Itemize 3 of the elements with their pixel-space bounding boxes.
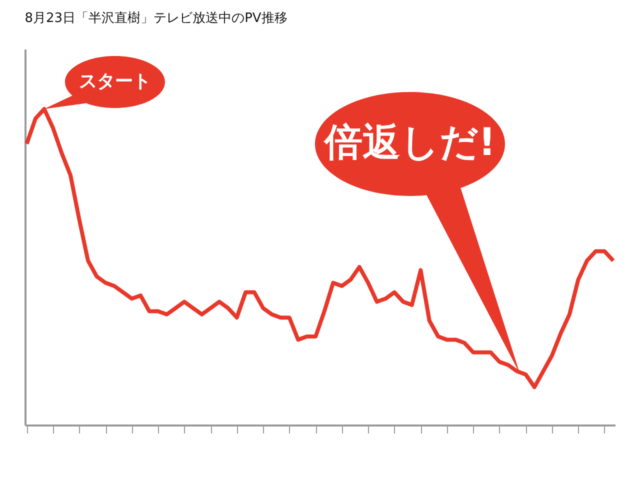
chart-title: 8月23日「半沢直樹」テレビ放送中のPV推移 bbox=[24, 11, 288, 26]
annotation: 倍返しだ! bbox=[322, 120, 496, 164]
text: スタート bbox=[79, 71, 151, 92]
